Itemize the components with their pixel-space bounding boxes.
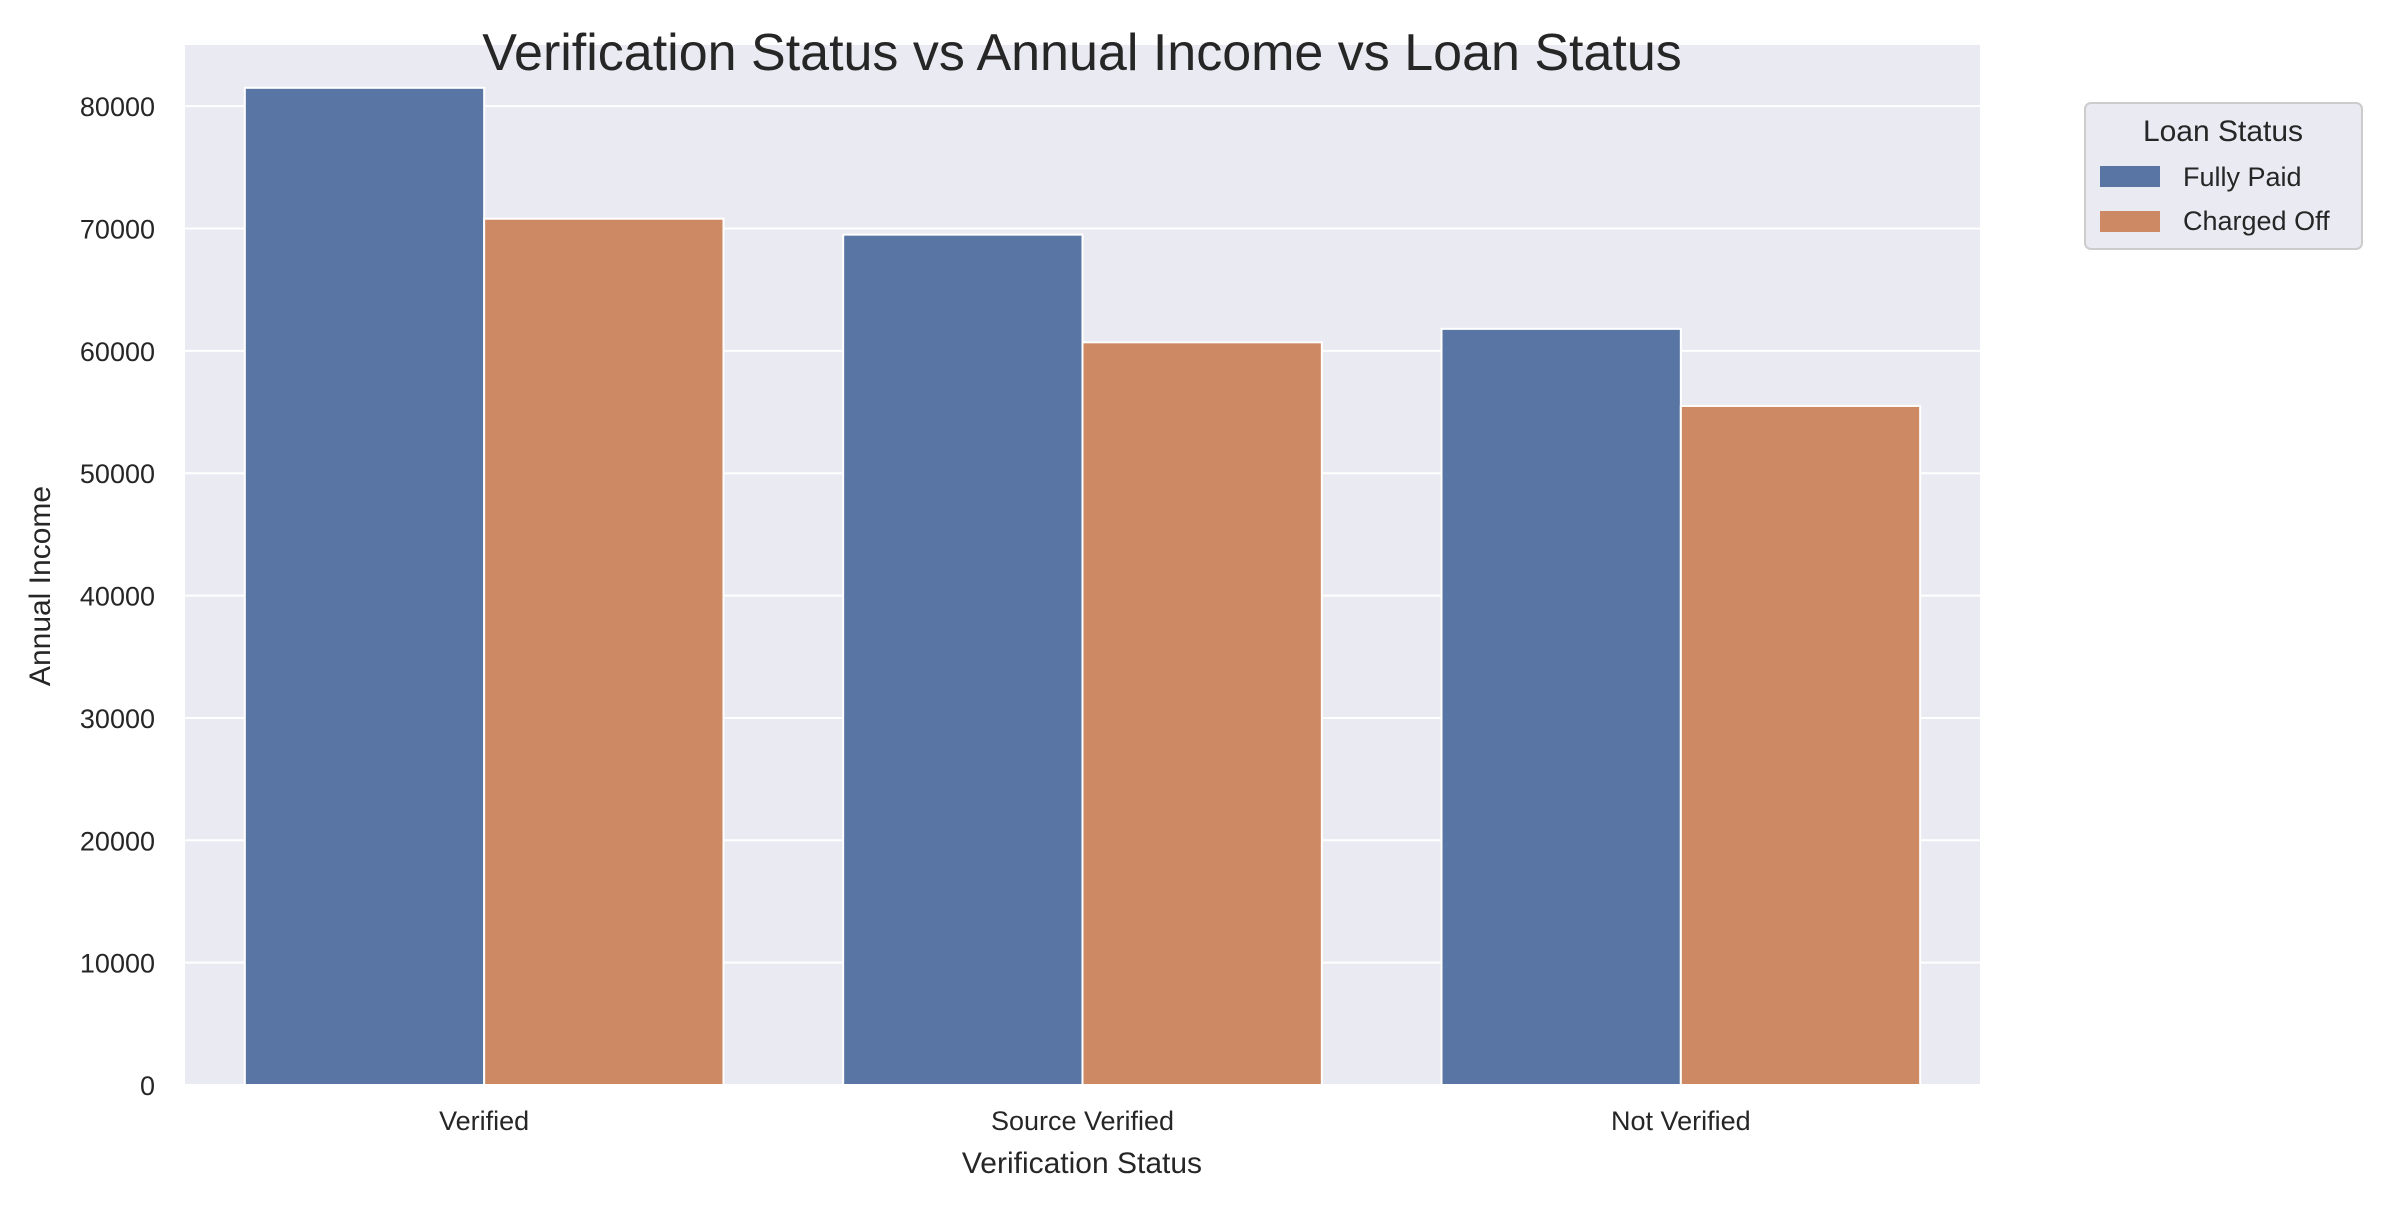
y-tick-label: 60000 xyxy=(80,337,155,367)
x-tick-label: Source Verified xyxy=(991,1106,1174,1136)
y-tick-labels: 0 10000 20000 30000 40000 50000 60000 70000 8000… xyxy=(80,92,155,1101)
bar-charged-off-not-verified xyxy=(1679,404,1922,1086)
y-tick-label: 40000 xyxy=(80,582,155,612)
y-tick-label: 30000 xyxy=(80,704,155,734)
bar-fully-paid-verified xyxy=(243,86,486,1086)
y-tick-label: 70000 xyxy=(80,215,155,245)
x-tick-label: Not Verified xyxy=(1611,1106,1751,1136)
bar-fully-paid-not-verified xyxy=(1440,327,1682,1086)
chart-title: Verification Status vs Annual Income vs … xyxy=(482,24,1682,82)
bar-charged-off-source-verified xyxy=(1081,341,1323,1087)
y-tick-label: 50000 xyxy=(80,459,155,489)
legend-label-charged-off: Charged Off xyxy=(2183,206,2330,236)
legend-swatch-charged-off xyxy=(2100,211,2160,232)
y-tick-label: 20000 xyxy=(80,826,155,856)
y-tick-label: 80000 xyxy=(80,92,155,122)
bar-charged-off-verified xyxy=(483,217,725,1087)
x-axis-label: Verification Status xyxy=(962,1147,1202,1180)
x-tick-labels: Verified Source Verified Not Verified xyxy=(439,1106,1750,1136)
bars xyxy=(243,86,1922,1087)
legend-label-fully-paid: Fully Paid xyxy=(2183,162,2302,192)
legend-title: Loan Status xyxy=(2143,115,2303,148)
y-axis-label: Annual Income xyxy=(24,486,57,686)
legend: Loan Status Fully Paid Charged Off xyxy=(2084,102,2363,250)
bar-fully-paid-source-verified xyxy=(842,233,1084,1087)
legend-swatch-fully-paid xyxy=(2100,166,2160,187)
y-tick-label: 0 xyxy=(140,1071,155,1101)
x-tick-label: Verified xyxy=(439,1106,529,1136)
y-tick-label: 10000 xyxy=(80,949,155,979)
